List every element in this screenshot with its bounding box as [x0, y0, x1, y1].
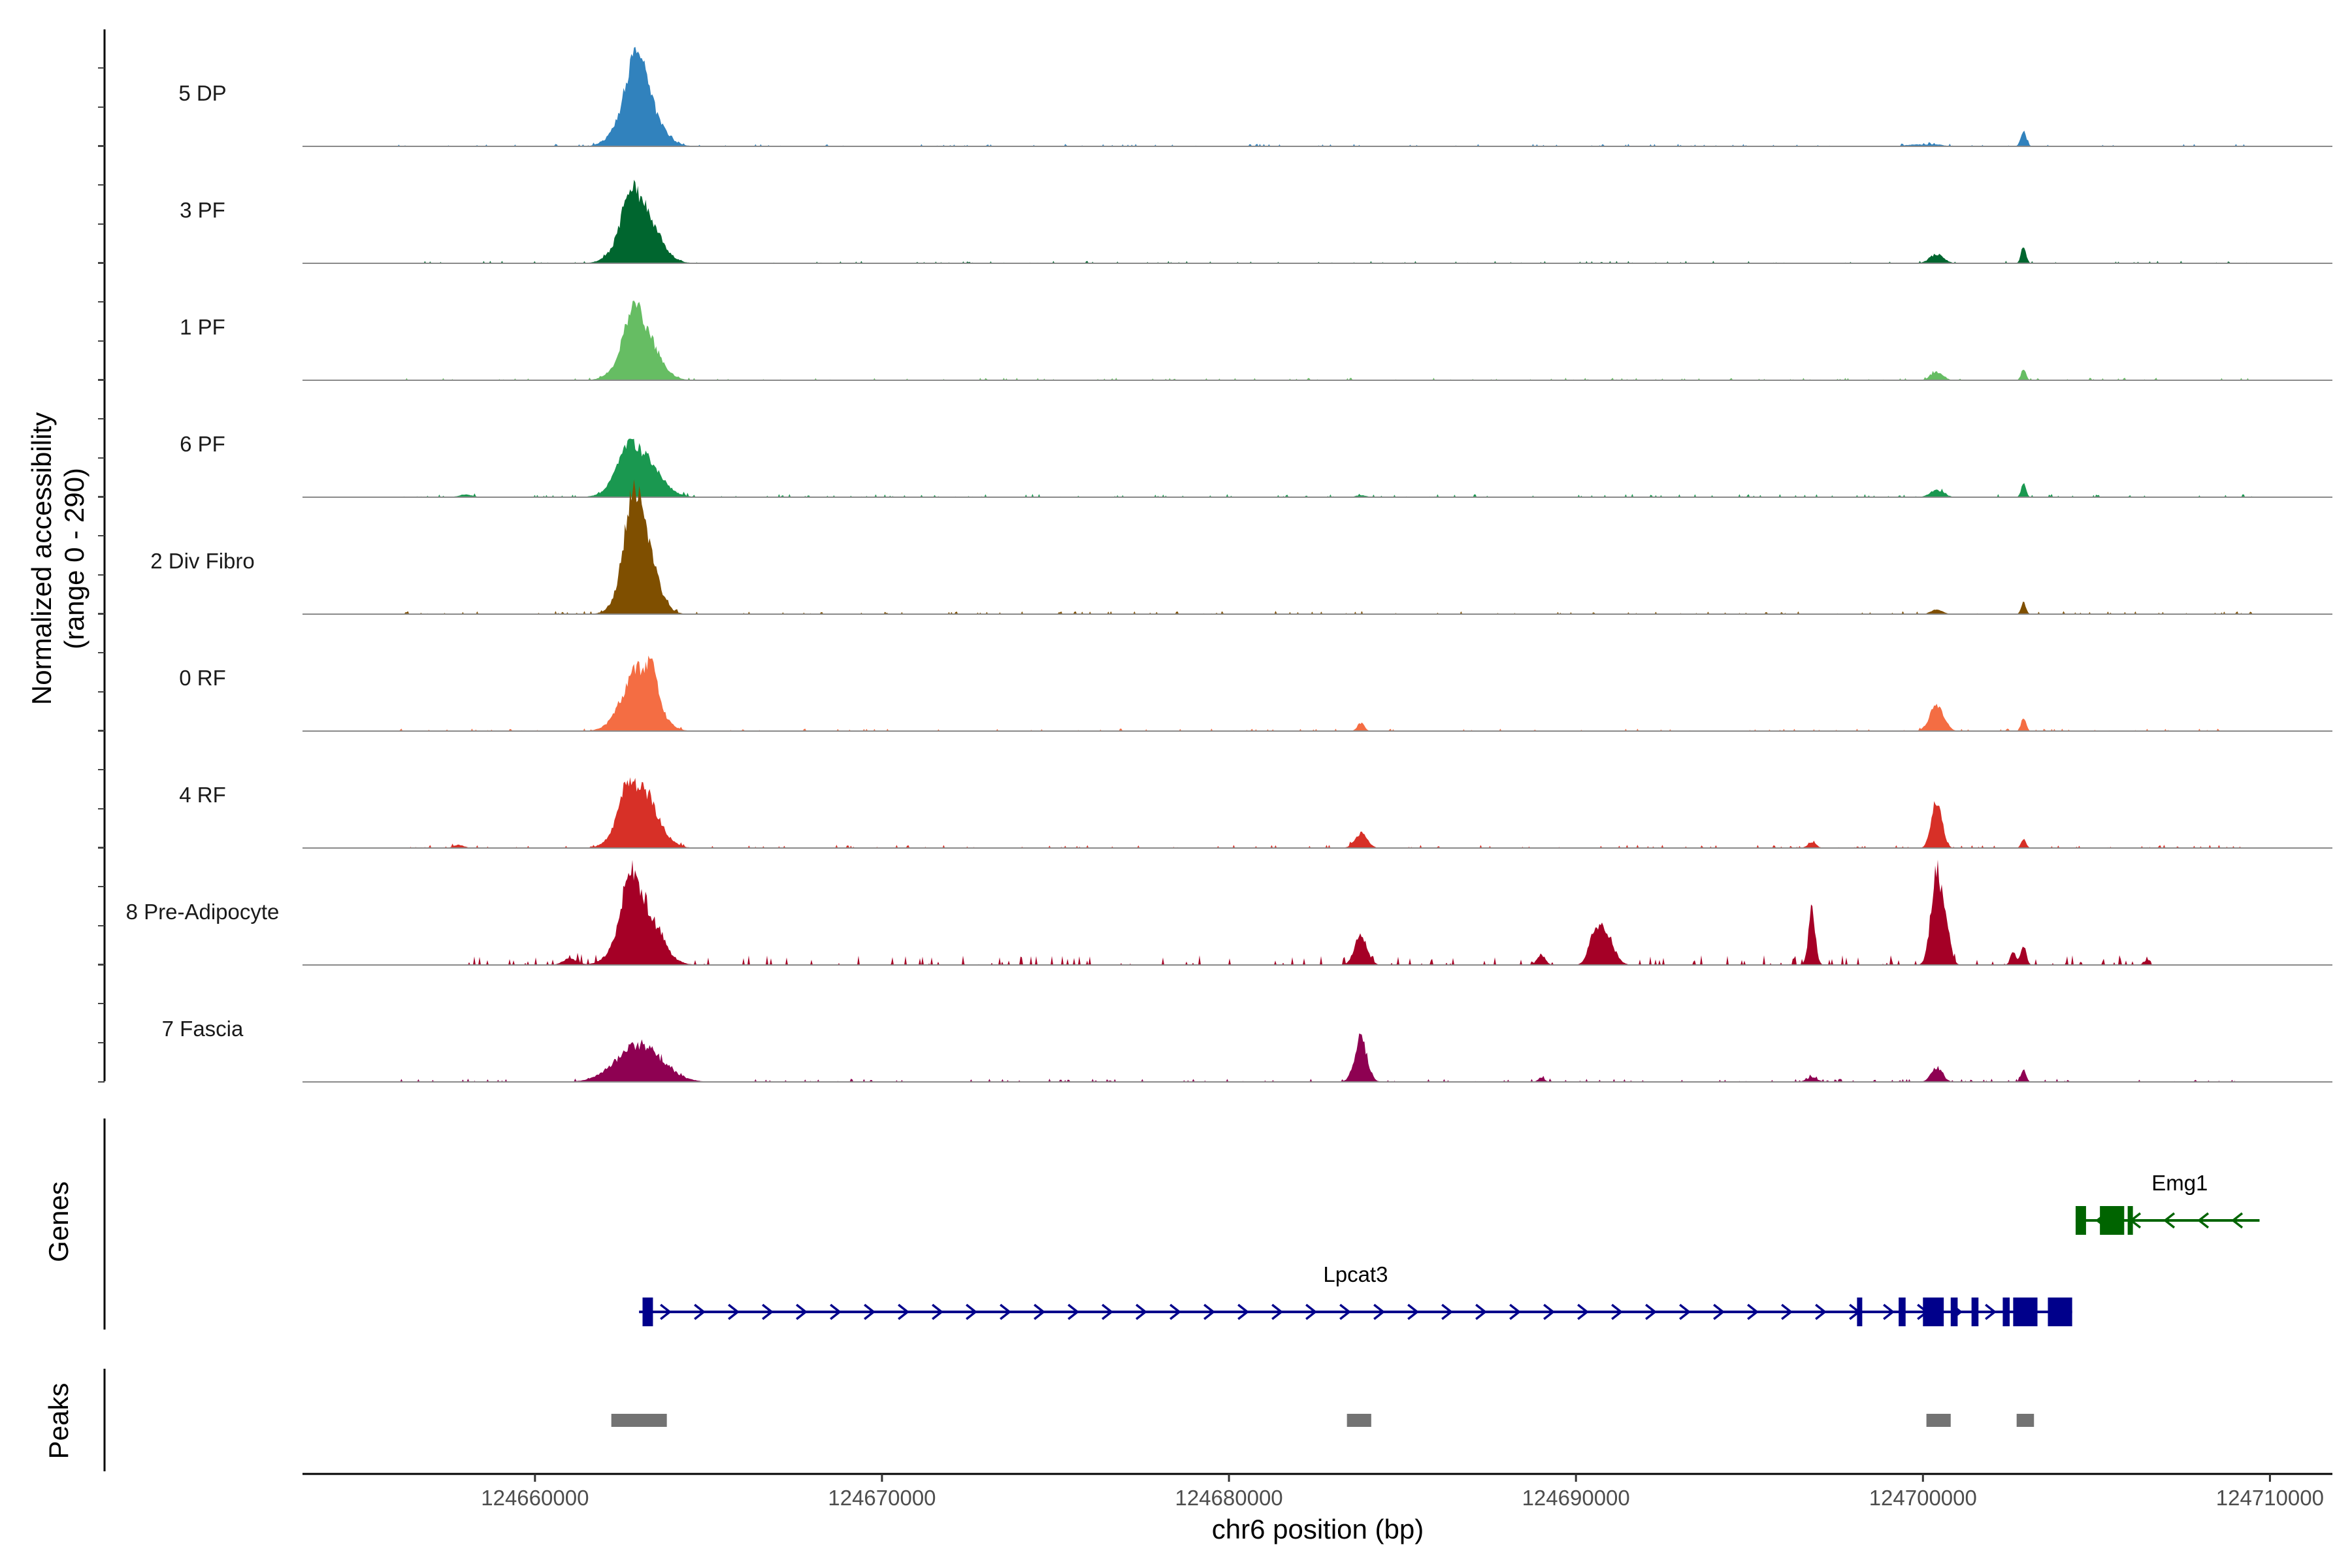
strand-chevron — [932, 1303, 944, 1320]
strand-chevron — [2163, 1212, 2176, 1229]
x-tick-label: 124670000 — [828, 1486, 936, 1510]
gene-lpcat3: Lpcat3 — [639, 1262, 2072, 1326]
strand-chevron — [1102, 1303, 1114, 1320]
track-4-rf: 4 RF — [179, 777, 2332, 849]
track-label: 1 PF — [180, 315, 225, 339]
strand-chevron — [1611, 1303, 1624, 1320]
gene-exon — [2013, 1298, 2038, 1326]
track-0-rf: 0 RF — [179, 655, 2332, 732]
strand-chevron — [1883, 1303, 1895, 1320]
coverage-y-ticks — [98, 67, 105, 1083]
strand-chevron — [1543, 1303, 1556, 1320]
strand-chevron — [1679, 1303, 1691, 1320]
strand-chevron — [1135, 1303, 1148, 1320]
strand-chevron — [864, 1303, 876, 1320]
track-1-pf: 1 PF — [180, 301, 2332, 381]
x-tick-label: 124680000 — [1175, 1486, 1282, 1510]
gene-exon — [2075, 1206, 2086, 1235]
strand-chevron — [1339, 1303, 1352, 1320]
strand-chevron — [694, 1303, 706, 1320]
track-7-fascia: 7 Fascia — [162, 1017, 2332, 1083]
strand-chevron — [1781, 1303, 1793, 1320]
track-5-dp: 5 DP — [178, 46, 2332, 147]
x-tick-label: 124660000 — [481, 1486, 589, 1510]
strand-chevron — [1000, 1303, 1012, 1320]
peak-region — [2016, 1414, 2034, 1427]
gene-label: Lpcat3 — [1323, 1262, 1388, 1286]
x-axis-ticks: 124660000 124670000 124680000 124690000 1247… — [481, 1474, 2324, 1510]
genes-panel-label: Genes — [43, 1181, 74, 1262]
strand-chevron — [1203, 1303, 1216, 1320]
strand-chevron — [796, 1303, 808, 1320]
x-axis-title: chr6 position (bp) — [1212, 1514, 1424, 1544]
track-8-pre-adipocyte: 8 Pre-Adipocyte — [126, 859, 2332, 966]
track-label: 2 Div Fibro — [150, 549, 255, 573]
strand-chevron — [1407, 1303, 1420, 1320]
strand-chevron — [1577, 1303, 1590, 1320]
strand-chevron — [898, 1303, 910, 1320]
strand-chevron — [1747, 1303, 1759, 1320]
track-label: 0 RF — [179, 666, 226, 690]
gene-label: Emg1 — [2151, 1171, 2208, 1195]
strand-chevron — [830, 1303, 842, 1320]
track-3-pf: 3 PF — [180, 180, 2332, 264]
gene-exon — [2002, 1298, 2010, 1326]
strand-chevron — [1068, 1303, 1080, 1320]
x-tick-label: 124710000 — [2216, 1486, 2324, 1510]
strand-chevron — [1713, 1303, 1725, 1320]
strand-chevron — [1169, 1303, 1182, 1320]
gene-emg1: Emg1 — [2075, 1171, 2260, 1235]
gene-exon — [642, 1298, 653, 1326]
strand-chevron — [1305, 1303, 1318, 1320]
track-label: 3 PF — [180, 198, 225, 222]
strand-chevron — [762, 1303, 774, 1320]
strand-chevron — [2231, 1212, 2244, 1229]
gene-annotations: Lpcat3 Emg1 — [639, 1171, 2260, 1326]
gene-exon — [2127, 1206, 2133, 1235]
gene-exon — [1950, 1298, 1958, 1326]
peak-region — [1926, 1414, 1951, 1427]
gene-exon — [1899, 1298, 1906, 1326]
peak-regions — [611, 1414, 2034, 1427]
strand-chevron — [1815, 1303, 1827, 1320]
strand-chevron — [1373, 1303, 1386, 1320]
strand-chevron — [1475, 1303, 1488, 1320]
track-label: 4 RF — [179, 783, 226, 807]
strand-chevron — [1985, 1303, 1997, 1320]
coverage-tracks: 5 DP 3 PF 1 PF 6 PF 2 Div Fibro 0 RF 4 RF 8 Pre… — [126, 46, 2332, 1083]
track-label: 5 DP — [178, 81, 226, 105]
strand-chevron — [1271, 1303, 1284, 1320]
gene-exon — [1857, 1298, 1863, 1326]
track-2-div-fibro: 2 Div Fibro — [150, 479, 2332, 615]
x-tick-label: 124690000 — [1522, 1486, 1630, 1510]
gene-exon — [1923, 1298, 1944, 1326]
strand-chevron — [966, 1303, 978, 1320]
strand-chevron — [1441, 1303, 1454, 1320]
strand-chevron — [2197, 1212, 2210, 1229]
strand-chevron — [1034, 1303, 1046, 1320]
peak-region — [611, 1414, 667, 1427]
strand-chevron — [660, 1303, 672, 1320]
coverage-y-axis-range: (range 0 - 290) — [59, 468, 90, 649]
peak-region — [1347, 1414, 1371, 1427]
track-label: 6 PF — [180, 432, 225, 456]
gene-exon — [1971, 1298, 1979, 1326]
strand-chevron — [1645, 1303, 1658, 1320]
strand-chevron — [728, 1303, 740, 1320]
strand-chevron — [1237, 1303, 1250, 1320]
gene-exon — [2048, 1298, 2072, 1326]
coverage-area — [459, 859, 2152, 965]
track-label: 7 Fascia — [162, 1017, 244, 1041]
track-label: 8 Pre-Adipocyte — [126, 900, 280, 924]
coverage-y-axis-title: Normalized accessibility — [26, 412, 57, 705]
strand-chevron — [1509, 1303, 1522, 1320]
x-tick-label: 124700000 — [1869, 1486, 1977, 1510]
peaks-panel-label: Peaks — [43, 1383, 74, 1460]
gene-exon — [2100, 1206, 2125, 1235]
